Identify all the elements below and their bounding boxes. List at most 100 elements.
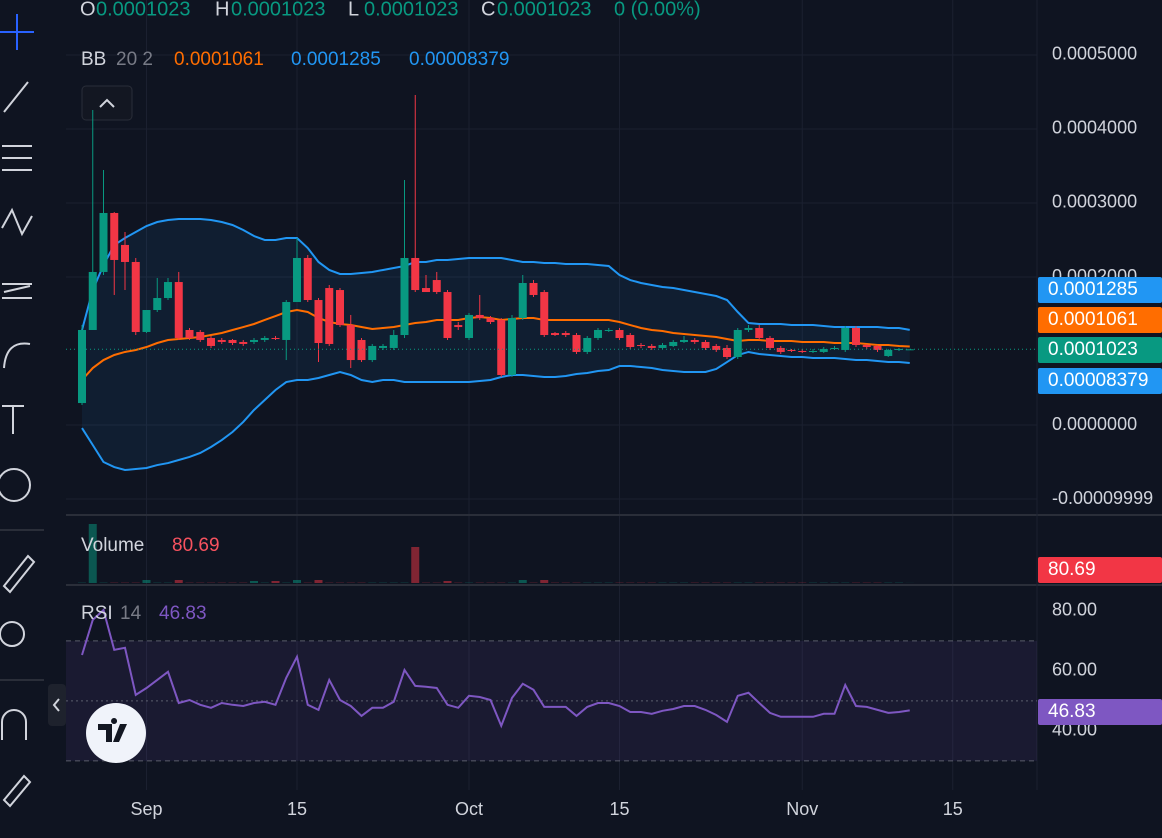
candle-body: [647, 345, 656, 348]
x-tick-label: 15: [609, 799, 629, 819]
ruler-tool[interactable]: [2, 554, 36, 594]
volume-bar: [540, 580, 549, 583]
legend-toggle[interactable]: [81, 85, 133, 121]
emoji-tool[interactable]: [0, 468, 31, 502]
ohlc-value: 0.0001023: [231, 0, 326, 20]
zoom-tool[interactable]: [0, 621, 25, 647]
rsi-legend: RSI 14 46.83: [81, 603, 207, 624]
candle-body: [336, 290, 344, 326]
volume-legend: Volume 80.69: [81, 535, 220, 556]
candle-body: [443, 292, 452, 338]
logo: [86, 703, 146, 763]
price-label-box: [1038, 337, 1162, 363]
candle-body: [293, 257, 301, 303]
candle-body: [153, 298, 162, 311]
candle-body: [755, 327, 764, 338]
candle-body: [174, 282, 183, 338]
toolbar-divider: [0, 529, 44, 681]
magnet-tool[interactable]: [0, 709, 27, 740]
candle-body: [357, 339, 366, 361]
price-label-box: [1038, 368, 1162, 394]
price-label: 0.0001061: [1048, 309, 1138, 330]
candle-body: [626, 335, 635, 348]
candle-body: [389, 335, 398, 348]
candle-body: [508, 317, 516, 375]
candle-body: [905, 349, 914, 351]
line-tool[interactable]: [3, 81, 29, 113]
bb-line: [81, 350, 910, 472]
text-tool[interactable]: [2, 405, 24, 434]
lock-tool[interactable]: [2, 774, 32, 808]
indicator-title: RSI: [81, 603, 113, 624]
candle-body: [88, 271, 97, 330]
y-tick-label: 0.0005000: [1052, 44, 1137, 64]
y-tick-label: -0.00009999: [1052, 488, 1153, 508]
ohlc-label: O: [80, 0, 96, 20]
indicator-params: 20 2: [116, 49, 153, 70]
y-tick-label: 0.0004000: [1052, 118, 1137, 138]
candle-body: [701, 341, 710, 348]
indicator-value: 0.00008379: [409, 49, 509, 70]
candle-body: [594, 329, 602, 338]
candle-body: [841, 327, 850, 350]
candle-body: [615, 329, 624, 338]
legend-toggle-icon: [99, 98, 115, 108]
candle-body: [572, 335, 581, 352]
candle-body: [303, 257, 312, 301]
collapse-button[interactable]: [48, 684, 66, 726]
volume-bar: [142, 580, 151, 583]
price-label: 0.00008379: [1048, 370, 1148, 391]
ohlc-label: C: [481, 0, 495, 20]
y-tick-label: 0.0003000: [1052, 192, 1137, 212]
volume-bar: [518, 580, 527, 583]
y-tick-label: 0.0000000: [1052, 414, 1137, 434]
bb-line: [81, 217, 910, 331]
candle-body: [852, 327, 860, 346]
candle-body: [99, 212, 108, 272]
toolbar: [0, 14, 44, 808]
volume-bar: [88, 524, 97, 583]
candle-body: [637, 345, 645, 347]
candle-body: [346, 325, 355, 361]
price-label-box: [1038, 307, 1162, 333]
collapse-icon: [52, 698, 60, 712]
forecast-tool[interactable]: [2, 283, 32, 299]
indicator-value: 0.0001061: [174, 49, 264, 70]
candle-body: [690, 339, 699, 342]
volume-bar: [443, 581, 452, 583]
volume-bar: [411, 547, 420, 583]
price-label-box: [1038, 557, 1162, 583]
candle-body: [540, 292, 549, 336]
candle-body: [228, 339, 237, 344]
plot: Sep 15 Oct 15 Nov 15 0.0005000 0.0004000 0.00030…: [66, 0, 1162, 819]
candle-body: [454, 325, 463, 328]
candle-body: [723, 347, 731, 357]
candle-body: [529, 282, 538, 295]
candle-body: [432, 280, 441, 293]
x-tick-label: 15: [943, 799, 963, 819]
logo-badge: [86, 703, 146, 763]
x-tick-label: 15: [287, 799, 307, 819]
pattern-tool[interactable]: [1, 207, 33, 237]
candle-body: [239, 341, 248, 344]
candle-body: [819, 349, 828, 352]
candle-body: [379, 345, 387, 348]
crosshair-tool[interactable]: [0, 14, 34, 50]
y-tick-label: 60.00: [1052, 660, 1097, 680]
candle-body: [110, 212, 119, 260]
brush-tool[interactable]: [3, 342, 31, 369]
price-label-box: [1038, 699, 1162, 725]
ohlc-value: 0.0001023: [96, 0, 191, 20]
candle-body: [712, 345, 721, 350]
change: 0 (0.00%): [614, 0, 701, 20]
candle-body: [669, 341, 678, 346]
fib-tool[interactable]: [2, 145, 32, 171]
candle-body: [400, 257, 409, 336]
volume-bar: [250, 581, 258, 583]
ohlc-value: 0.0001023: [497, 0, 592, 20]
indicator-value: 0.0001285: [291, 49, 381, 70]
candle-body: [680, 339, 688, 342]
candle-body: [185, 329, 194, 338]
